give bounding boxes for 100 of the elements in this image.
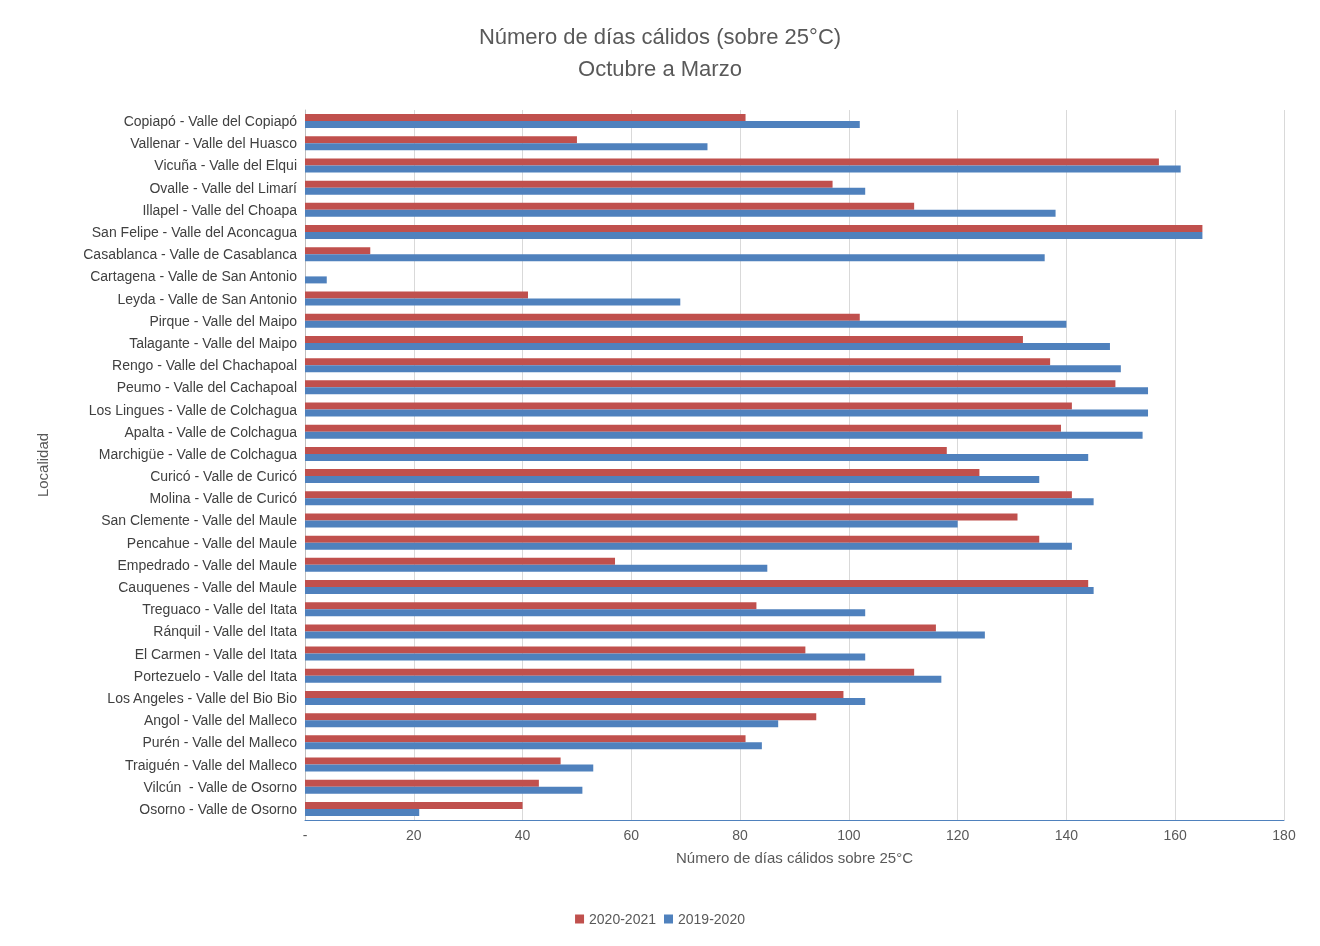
bar [305, 431, 1143, 439]
bar [305, 757, 561, 765]
bar [305, 298, 681, 306]
bar [305, 520, 958, 528]
bar [305, 631, 985, 639]
bar [305, 675, 942, 683]
y-tick-label: Empedrado - Valle del Maule [117, 556, 298, 573]
y-tick-label: Pirque - Valle del Maipo [149, 312, 298, 329]
bar [305, 557, 616, 565]
x-tick-label: 40 [514, 827, 531, 843]
bar [305, 335, 1023, 343]
y-tick-label: San Clemente - Valle del Maule [101, 512, 298, 529]
y-tick-label: Vicuña - Valle del Elqui [154, 157, 297, 174]
bar [305, 424, 1062, 432]
chart-title: Número de días cálidos (sobre 25°C) [478, 23, 842, 49]
bar [305, 735, 746, 743]
x-tick-label: 60 [623, 827, 640, 843]
x-tick-label: - [302, 827, 308, 843]
bar [305, 646, 806, 654]
bar [305, 342, 1110, 350]
y-tick-label: San Felipe - Valle del Aconcagua [91, 224, 298, 241]
bar [305, 313, 860, 321]
y-tick-label: Purén - Valle del Malleco [142, 734, 298, 751]
x-tick-label: 180 [1272, 827, 1296, 843]
bar [305, 232, 1203, 240]
bar [305, 365, 1121, 373]
y-tick-label: Peumo - Valle del Cachapoal [116, 379, 297, 396]
bar [305, 491, 1072, 499]
bar [305, 564, 768, 572]
bar [305, 668, 915, 676]
y-tick-label: Ránquil - Valle del Itata [153, 623, 298, 640]
bar [305, 742, 762, 750]
bar [305, 358, 1051, 366]
bar [305, 786, 583, 794]
bar [305, 121, 860, 129]
y-tick-label: Illapel - Valle del Choapa [142, 201, 298, 218]
bar [305, 720, 779, 728]
bar [305, 779, 539, 787]
bar [305, 202, 915, 210]
y-tick-label: Casablanca - Valle de Casablanca [83, 246, 298, 263]
bar [305, 587, 1094, 595]
y-tick-label: Talagante - Valle del Maipo [129, 334, 298, 351]
y-tick-label: Rengo - Valle del Chachapoal [112, 357, 297, 374]
bar [305, 380, 1116, 388]
bar [305, 276, 327, 284]
bar [305, 764, 594, 772]
bar [305, 247, 371, 255]
y-tick-label: Treguaco - Valle del Itata [142, 601, 298, 618]
bar [305, 498, 1094, 506]
bar [305, 114, 746, 122]
bar [305, 542, 1072, 550]
bar [305, 291, 528, 299]
y-tick-label: Los Lingues - Valle de Colchagua [88, 401, 298, 418]
x-tick-label: 20 [405, 827, 422, 843]
x-axis-title: Número de días cálidos sobre 25°C [676, 849, 914, 866]
bar [305, 402, 1072, 410]
y-tick-label: Los Angeles - Valle del Bio Bio [107, 689, 298, 706]
x-tick-label: 140 [1054, 827, 1079, 843]
x-tick-label: 160 [1163, 827, 1188, 843]
y-axis-title: Localidad [34, 432, 51, 498]
y-tick-label: Traiguén - Valle del Malleco [125, 756, 298, 773]
y-tick-label: Osorno - Valle de Osorno [139, 800, 298, 817]
chart-subtitle: Octubre a Marzo [578, 55, 742, 81]
legend-label: 2020-2021 [589, 911, 657, 927]
bar [305, 180, 833, 188]
bar [305, 136, 577, 144]
bar [305, 535, 1040, 543]
bar [305, 624, 936, 632]
bar [305, 409, 1149, 417]
bar [305, 254, 1045, 262]
bar [305, 690, 844, 698]
bar [305, 697, 866, 705]
y-tick-label: Curicó - Valle de Curicó [150, 468, 298, 485]
y-tick-label: Copiapó - Valle del Copiapó [123, 113, 298, 130]
x-tick-label: 80 [732, 827, 749, 843]
bar [305, 225, 1203, 233]
y-tick-label: Cauquenes - Valle del Maule [118, 579, 298, 596]
bar [305, 513, 1018, 521]
bar [305, 713, 817, 721]
y-tick-label: Marchigüe - Valle de Colchagua [98, 445, 298, 462]
bar [305, 469, 980, 477]
y-tick-label: Vilcún - Valle de Osorno [143, 778, 298, 795]
bar [305, 602, 757, 610]
y-tick-label: El Carmen - Valle del Itata [134, 645, 298, 662]
bar [305, 476, 1040, 484]
y-tick-label: Pencahue - Valle del Maule [126, 534, 298, 551]
bar [305, 801, 523, 809]
bar [305, 653, 866, 661]
y-tick-label: Molina - Valle de Curicó [149, 490, 298, 507]
x-tick-label: 120 [945, 827, 970, 843]
x-tick-label: 100 [837, 827, 861, 843]
y-tick-label: Portezuelo - Valle del Itata [133, 667, 298, 684]
y-tick-label: Angol - Valle del Malleco [143, 712, 298, 729]
bar [305, 580, 1089, 588]
legend-label: 2019-2020 [678, 911, 746, 927]
bar [305, 158, 1159, 166]
bar [305, 453, 1089, 461]
y-tick-label: Leyda - Valle de San Antonio [117, 290, 298, 307]
y-tick-label: Ovalle - Valle del Limarí [149, 179, 298, 196]
y-tick-label: Cartagena - Valle de San Antonio [90, 268, 298, 285]
